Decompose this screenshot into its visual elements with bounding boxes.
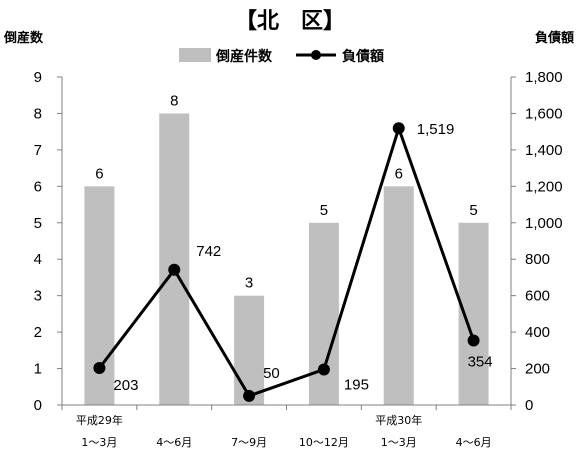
debt-data-label: 1,519 xyxy=(417,121,455,138)
category-label: 1～3月 xyxy=(81,436,117,449)
plot-area: 683565012345678902004006008001,0001,2001… xyxy=(34,69,563,449)
category-label: 10～12月 xyxy=(299,436,349,449)
bar-data-label: 6 xyxy=(395,165,403,182)
debt-data-label: 742 xyxy=(196,243,221,260)
debt-data-label: 354 xyxy=(468,353,493,370)
debt-data-label: 50 xyxy=(263,365,280,382)
right-tick-label: 200 xyxy=(525,361,550,378)
legend: 倒産件数 負債額 xyxy=(179,48,384,65)
legend-bar-label: 倒産件数 xyxy=(215,48,273,65)
debt-point xyxy=(392,122,405,135)
bar-data-label: 5 xyxy=(469,202,477,219)
debt-data-label: 195 xyxy=(344,376,369,393)
debt-point xyxy=(243,389,256,402)
right-tick-label: 0 xyxy=(525,397,533,414)
debt-point xyxy=(168,263,181,276)
legend-bar-swatch xyxy=(179,48,211,62)
right-tick-label: 1,800 xyxy=(525,69,563,86)
legend-line-label: 負債額 xyxy=(342,48,384,65)
left-tick-label: 3 xyxy=(34,288,42,305)
left-tick-label: 6 xyxy=(34,178,42,195)
right-axis-title: 負債額 xyxy=(535,30,574,46)
debt-point xyxy=(467,334,480,347)
debt-point xyxy=(93,362,106,375)
category-year-label: 平成29年 xyxy=(76,413,123,427)
left-tick-label: 9 xyxy=(34,69,42,86)
left-tick-label: 2 xyxy=(34,324,42,341)
left-tick-label: 8 xyxy=(34,105,42,122)
bar-data-label: 8 xyxy=(170,92,178,109)
category-label: 4～6月 xyxy=(156,436,192,449)
bar-data-label: 5 xyxy=(320,202,328,219)
bar xyxy=(308,222,339,405)
bar xyxy=(234,295,265,405)
right-tick-label: 600 xyxy=(525,288,550,305)
right-tick-label: 800 xyxy=(525,251,550,268)
category-label: 4～6月 xyxy=(456,436,492,449)
debt-point xyxy=(317,363,330,376)
left-tick-label: 5 xyxy=(34,215,42,232)
bar-data-label: 6 xyxy=(95,165,103,182)
bar-data-label: 3 xyxy=(245,275,253,292)
right-tick-label: 400 xyxy=(525,324,550,341)
right-tick-label: 1,400 xyxy=(525,142,563,159)
debt-data-label: 203 xyxy=(113,377,138,394)
left-tick-label: 1 xyxy=(34,361,42,378)
category-year-label: 平成30年 xyxy=(375,413,422,427)
legend-line-marker xyxy=(311,50,321,60)
chart-title: 【北 区】 xyxy=(235,9,345,34)
category-label: 7～9月 xyxy=(231,436,267,449)
debt-line xyxy=(98,126,475,398)
left-tick-label: 0 xyxy=(34,397,42,414)
left-tick-label: 4 xyxy=(34,251,42,268)
left-axis-title: 倒産数 xyxy=(3,30,44,46)
right-tick-label: 1,200 xyxy=(525,178,563,195)
bar xyxy=(159,113,190,405)
left-tick-label: 7 xyxy=(34,142,42,159)
bar xyxy=(383,186,414,405)
right-tick-label: 1,000 xyxy=(525,215,563,232)
category-label: 1～3月 xyxy=(381,436,417,449)
right-tick-label: 1,600 xyxy=(525,105,563,122)
